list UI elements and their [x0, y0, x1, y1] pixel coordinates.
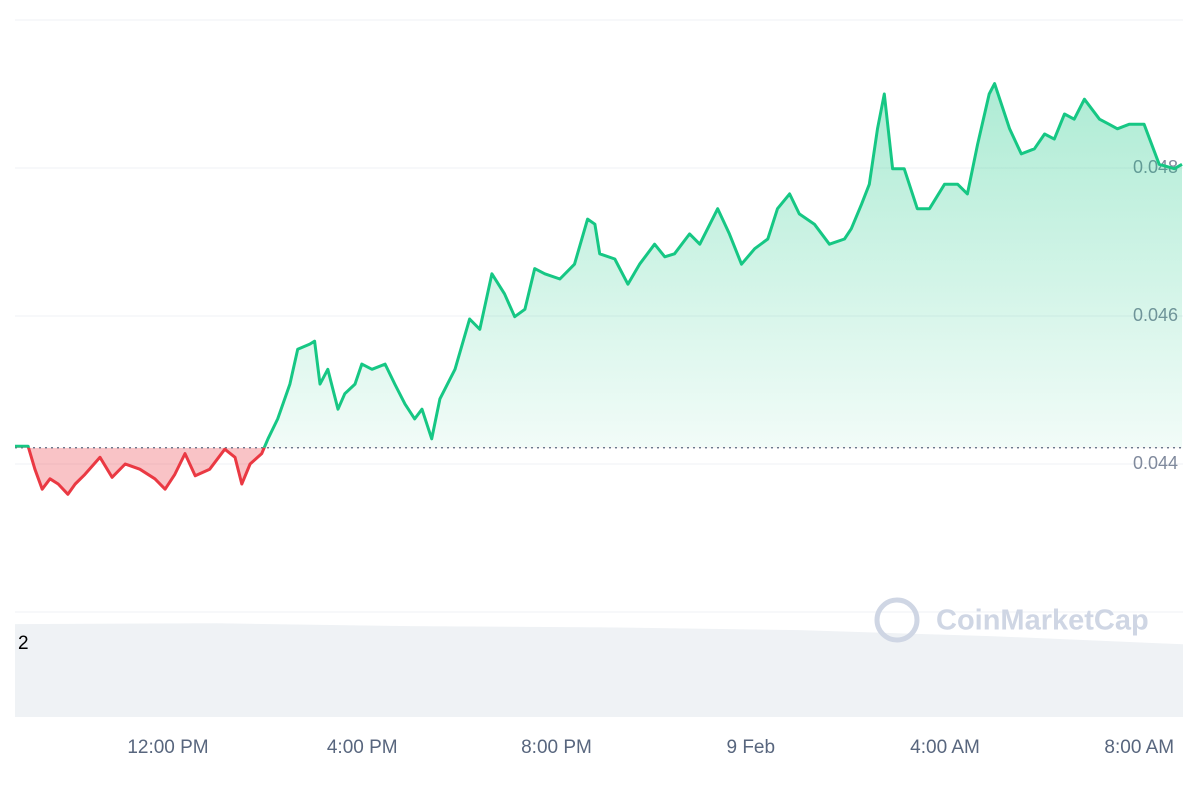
x-tick-label: 8:00 AM [1104, 737, 1174, 758]
price-line-up [15, 82, 1183, 448]
watermark-logo [874, 597, 920, 643]
x-tick-label: 4:00 AM [910, 737, 980, 758]
x-tick-label: 8:00 PM [521, 737, 592, 758]
volume-tick-label: 2 [18, 633, 29, 654]
x-tick-label: 4:00 PM [327, 737, 398, 758]
watermark-text: CoinMarketCap [936, 605, 1149, 637]
up-area [15, 83, 1183, 448]
volume-area [15, 623, 1183, 717]
x-tick-label: 9 Feb [726, 737, 775, 758]
y-tick-label: 0.044 [1133, 453, 1178, 473]
price-line-down [26, 447, 266, 496]
x-tick-label: 12:00 PM [127, 737, 208, 758]
watermark: CoinMarketCap [874, 597, 1149, 643]
down-area [28, 447, 265, 495]
